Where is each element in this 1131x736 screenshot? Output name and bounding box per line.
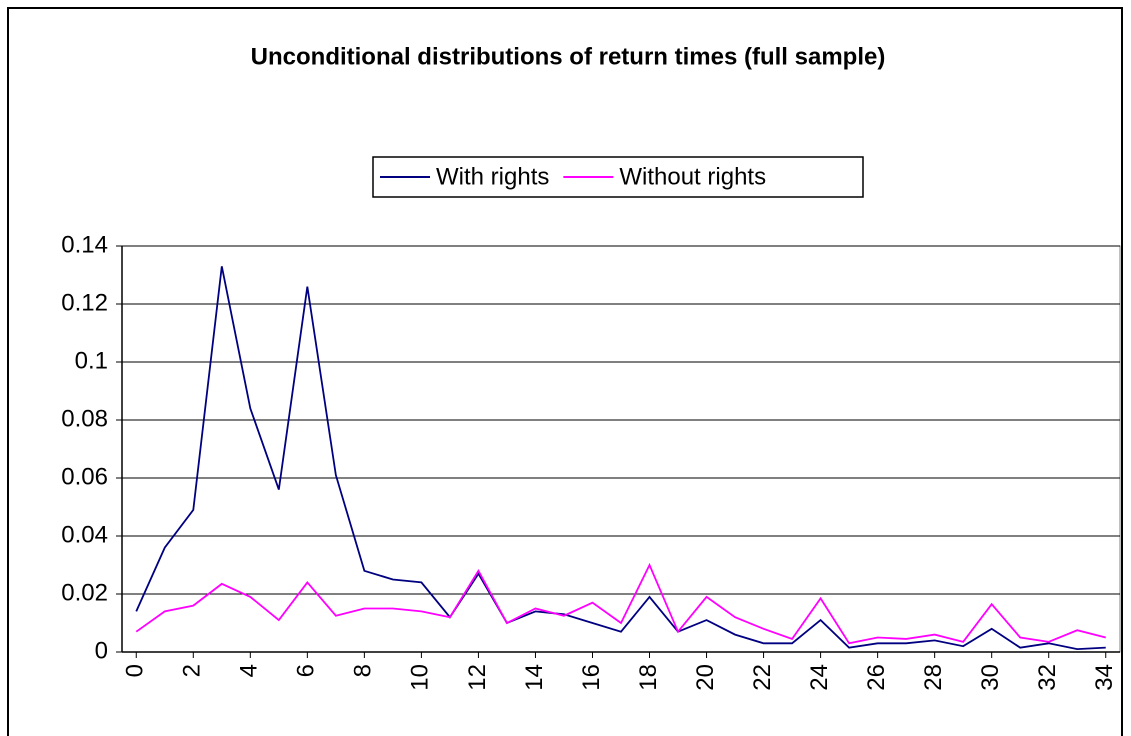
plot-area (121, 245, 1121, 653)
line-series (135, 266, 1106, 651)
chart-title: Unconditional distributions of return ti… (251, 43, 886, 70)
y-tick-label: 0.02 (61, 579, 108, 606)
x-tick-label: 30 (977, 664, 1004, 691)
x-tick-label: 2 (179, 664, 206, 677)
x-tick-label: 26 (863, 664, 890, 691)
x-tick-label: 34 (1091, 664, 1118, 691)
legend-label: With rights (436, 163, 549, 190)
x-tick-label: 10 (407, 664, 434, 691)
y-tick-label: 0.06 (61, 463, 108, 490)
x-tick-label: 14 (521, 664, 548, 691)
y-tick-label: 0.08 (61, 405, 108, 432)
x-tick-label: 22 (749, 664, 776, 691)
y-tick-label: 0.14 (61, 231, 108, 258)
x-tick-label: 28 (920, 664, 947, 691)
y-tick-label: 0.04 (61, 521, 108, 548)
y-tick-label: 0 (95, 637, 108, 664)
legend-label: Without rights (619, 163, 766, 190)
x-tick-label: 20 (692, 664, 719, 691)
x-tick-label: 0 (122, 664, 149, 677)
x-tick-label: 6 (293, 664, 320, 677)
legend-box (372, 156, 864, 198)
y-tick-label: 0.1 (75, 347, 108, 374)
x-tick-label: 8 (350, 664, 377, 677)
x-tick-label: 16 (578, 664, 605, 691)
x-tick-label: 12 (464, 664, 491, 691)
x-tick-label: 32 (1034, 664, 1061, 691)
x-tick-label: 18 (635, 664, 662, 691)
line-series (135, 562, 1106, 645)
x-tick-label: 4 (236, 664, 263, 677)
y-tick-label: 0.12 (61, 289, 108, 316)
x-tick-label: 24 (806, 664, 833, 691)
